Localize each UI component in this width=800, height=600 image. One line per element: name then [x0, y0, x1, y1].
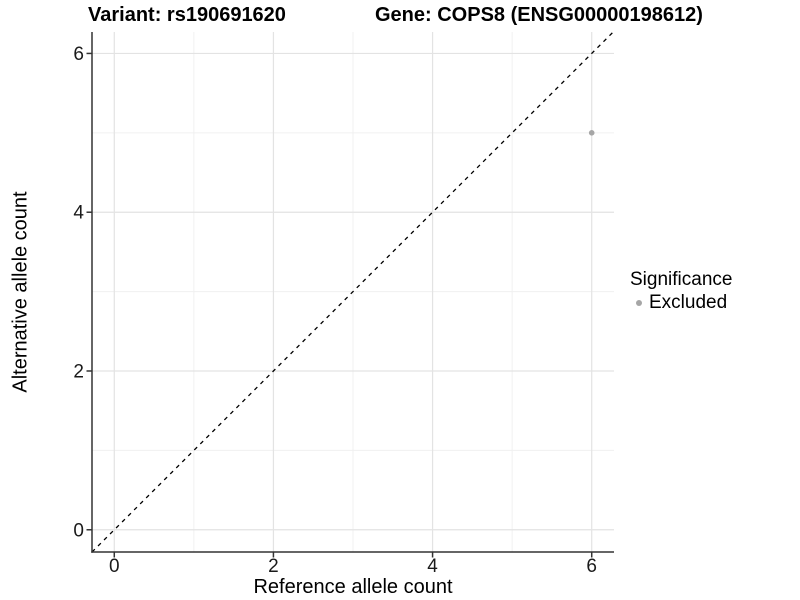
legend-item-label: Excluded — [649, 292, 728, 313]
y-tick-label: 0 — [73, 520, 84, 541]
legend-title: Significance — [630, 269, 733, 290]
x-tick-label: 4 — [427, 556, 438, 577]
y-tick-label: 4 — [73, 203, 84, 224]
y-axis-title: Alternative allele count — [9, 191, 32, 393]
x-axis-title: Reference allele count — [253, 576, 453, 598]
x-tick-label: 6 — [586, 556, 597, 577]
plot-title-gene: Gene: COPS8 (ENSG00000198612) — [375, 4, 703, 26]
y-tick-label: 6 — [73, 44, 84, 65]
legend: Significance Excluded — [630, 269, 732, 313]
x-tick-label: 2 — [268, 556, 279, 577]
plot-title-variant: Variant: rs190691620 — [88, 4, 286, 26]
legend-item: Excluded — [630, 292, 732, 313]
identity-line — [91, 31, 614, 553]
data-point — [588, 130, 595, 136]
legend-point-icon — [636, 299, 642, 306]
y-tick-label: 2 — [73, 361, 84, 382]
x-tick-label: 0 — [109, 556, 120, 577]
